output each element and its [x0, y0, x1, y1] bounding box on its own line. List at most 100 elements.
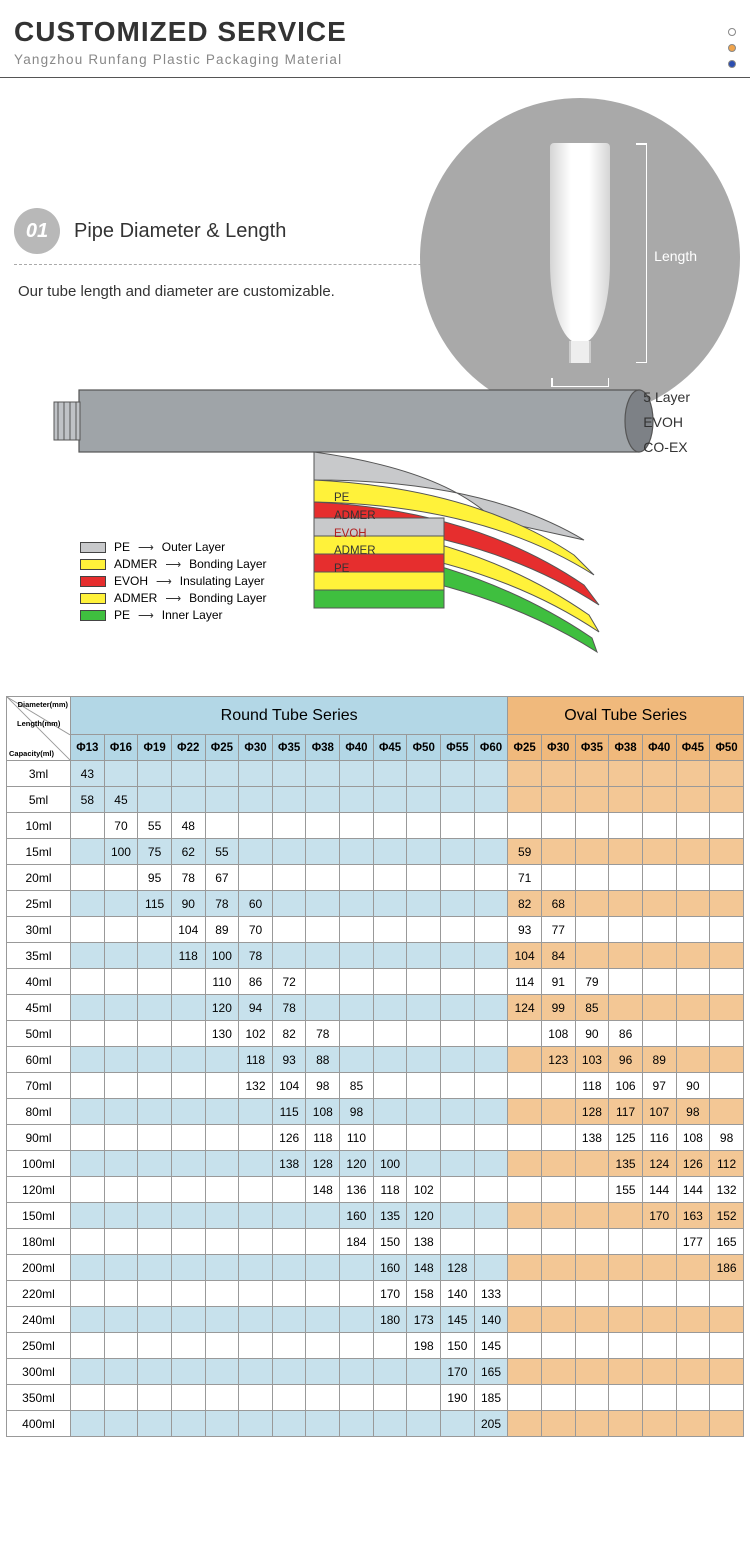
data-cell	[373, 1073, 407, 1099]
legend-row: EVOH⟶Insulating Layer	[80, 574, 267, 588]
data-cell: 115	[272, 1099, 306, 1125]
data-cell	[642, 1229, 676, 1255]
data-cell	[373, 865, 407, 891]
data-cell	[575, 1411, 609, 1437]
data-cell	[306, 1281, 340, 1307]
data-cell	[205, 1099, 239, 1125]
data-cell	[138, 943, 172, 969]
data-cell	[609, 839, 643, 865]
data-cell	[609, 865, 643, 891]
data-cell: 170	[642, 1203, 676, 1229]
data-cell	[104, 1099, 138, 1125]
data-cell	[104, 995, 138, 1021]
table-row: 50ml13010282781089086	[7, 1021, 744, 1047]
data-cell	[71, 1255, 105, 1281]
data-cell: 124	[508, 995, 542, 1021]
data-cell	[306, 813, 340, 839]
data-cell	[474, 943, 508, 969]
side-label: EVOH	[643, 410, 690, 435]
data-cell	[676, 995, 710, 1021]
data-cell	[239, 1307, 273, 1333]
data-cell	[710, 995, 744, 1021]
data-cell: 45	[104, 787, 138, 813]
data-cell	[171, 969, 205, 995]
side-label: 5 Layer	[643, 385, 690, 410]
data-cell	[474, 1151, 508, 1177]
round-header: Round Tube Series	[71, 697, 508, 735]
table-row: 120ml148136118102155144144132	[7, 1177, 744, 1203]
data-cell	[340, 1255, 374, 1281]
data-cell: 100	[104, 839, 138, 865]
data-cell	[508, 1177, 542, 1203]
data-cell	[138, 1411, 172, 1437]
data-cell	[676, 1333, 710, 1359]
data-cell	[575, 865, 609, 891]
col-header: Φ13	[71, 735, 105, 761]
col-header: Φ40	[340, 735, 374, 761]
data-cell: 86	[609, 1021, 643, 1047]
data-cell	[272, 1229, 306, 1255]
data-cell	[373, 943, 407, 969]
data-cell	[441, 1021, 475, 1047]
table-row: 180ml184150138177165	[7, 1229, 744, 1255]
data-cell	[205, 1203, 239, 1229]
data-cell	[407, 1021, 441, 1047]
data-cell: 99	[541, 995, 575, 1021]
data-cell	[205, 1229, 239, 1255]
data-cell	[138, 917, 172, 943]
data-cell	[474, 969, 508, 995]
data-cell	[71, 813, 105, 839]
capacity-cell: 60ml	[7, 1047, 71, 1073]
page-header: CUSTOMIZED SERVICE Yangzhou Runfang Plas…	[0, 0, 750, 78]
capacity-cell: 40ml	[7, 969, 71, 995]
data-cell	[171, 1281, 205, 1307]
data-cell	[205, 1359, 239, 1385]
data-cell	[171, 1255, 205, 1281]
table-row: 35ml1181007810484	[7, 943, 744, 969]
col-header: Φ40	[642, 735, 676, 761]
data-cell	[609, 1281, 643, 1307]
data-cell	[205, 1385, 239, 1411]
data-cell	[609, 1333, 643, 1359]
page-subtitle: Yangzhou Runfang Plastic Packaging Mater…	[14, 52, 736, 67]
data-cell	[71, 1411, 105, 1437]
capacity-cell: 180ml	[7, 1229, 71, 1255]
table-row: 5ml5845	[7, 787, 744, 813]
data-cell: 86	[239, 969, 273, 995]
data-cell	[642, 1281, 676, 1307]
data-cell	[171, 787, 205, 813]
data-cell	[272, 1359, 306, 1385]
table-body: 3ml435ml584510ml70554815ml1007562555920m…	[7, 761, 744, 1437]
data-cell: 173	[407, 1307, 441, 1333]
data-cell	[239, 1203, 273, 1229]
data-cell: 130	[205, 1021, 239, 1047]
data-cell	[239, 1099, 273, 1125]
data-cell: 78	[205, 891, 239, 917]
data-cell	[676, 891, 710, 917]
table-row: 15ml10075625559	[7, 839, 744, 865]
data-cell: 144	[676, 1177, 710, 1203]
data-cell	[104, 865, 138, 891]
data-cell	[407, 1359, 441, 1385]
data-cell	[272, 761, 306, 787]
data-cell	[373, 969, 407, 995]
data-cell	[272, 813, 306, 839]
data-cell	[71, 1307, 105, 1333]
data-cell	[441, 995, 475, 1021]
data-cell	[205, 1411, 239, 1437]
data-cell	[205, 1307, 239, 1333]
data-cell	[407, 995, 441, 1021]
table-row: 300ml170165	[7, 1359, 744, 1385]
data-cell	[474, 1255, 508, 1281]
data-cell	[104, 917, 138, 943]
data-cell	[239, 1411, 273, 1437]
data-cell	[676, 1281, 710, 1307]
section-pipe-diameter: Length Diameter 01 Pipe Diameter & Lengt…	[0, 78, 750, 300]
data-cell	[272, 1411, 306, 1437]
data-cell	[441, 943, 475, 969]
data-cell	[306, 995, 340, 1021]
data-cell	[171, 1125, 205, 1151]
data-cell: 150	[373, 1229, 407, 1255]
data-cell	[676, 787, 710, 813]
data-cell: 96	[609, 1047, 643, 1073]
